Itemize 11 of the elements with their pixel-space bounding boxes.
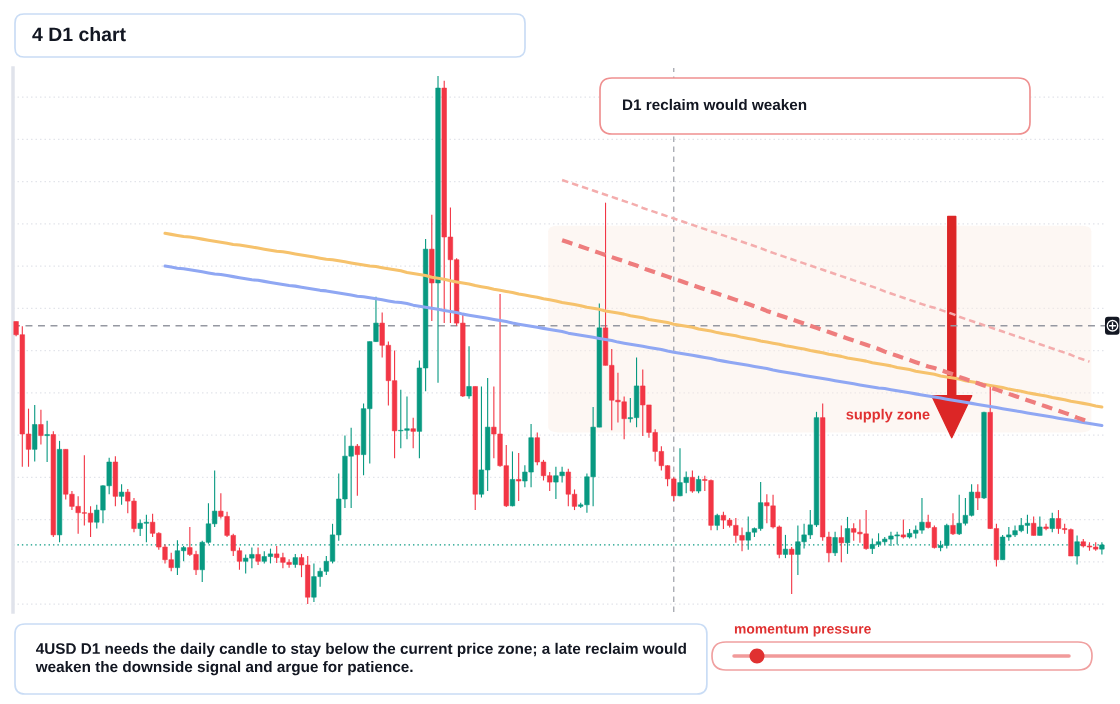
candlestick [38, 409, 44, 446]
text: momentum pressure [734, 624, 871, 637]
candlestick [119, 483, 125, 506]
chart-title: 4 D1 chart [32, 26, 126, 42]
text: 4USD D1 needs the daily candle to stay below the current price zone; a late reclaim would weaken the downside signal and argue for patience. [35, 642, 686, 676]
candlestick [354, 443, 360, 497]
candlestick [466, 345, 472, 400]
candlestick [516, 452, 522, 502]
candlestick [410, 417, 416, 449]
candlestick [44, 420, 50, 463]
candlestick [255, 547, 261, 566]
